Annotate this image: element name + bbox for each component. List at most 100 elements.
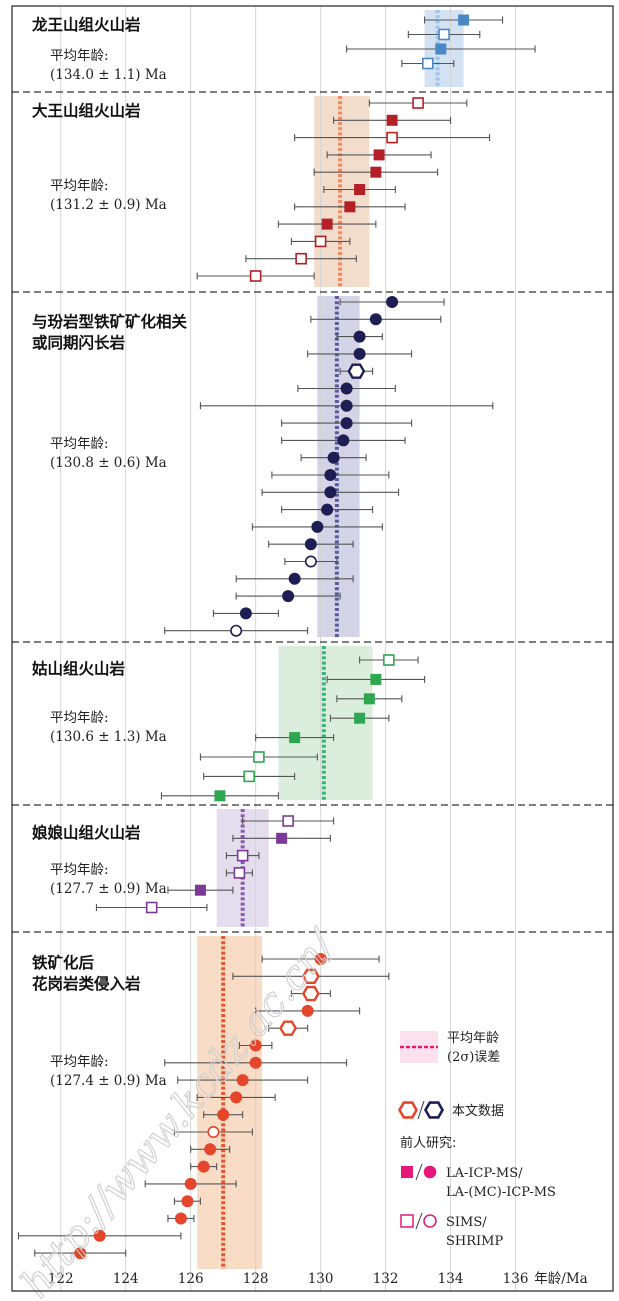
- legend-la-mc-icp: LA-(MC)-ICP-MS: [446, 1185, 556, 1200]
- legend-error-text: (2σ)误差: [447, 1050, 500, 1065]
- data-point: [279, 1020, 297, 1036]
- mean-age-label: (130.8 ± 0.6) Ma: [50, 455, 167, 471]
- data-point: [327, 451, 340, 464]
- mean-age-label: (130.6 ± 1.3) Ma: [50, 729, 167, 745]
- legend-hexagon-icon: [397, 1101, 418, 1119]
- data-point: [347, 363, 366, 379]
- data-point: [304, 538, 317, 551]
- panel-title: 姑山组火山岩: [32, 659, 125, 678]
- mean-age-label: 平均年龄:: [50, 1054, 109, 1070]
- data-point: [194, 884, 206, 896]
- data-point: [236, 849, 249, 862]
- mean-age-label: 平均年龄:: [50, 436, 109, 452]
- legend-slash: [415, 1212, 423, 1230]
- data-point: [314, 235, 327, 248]
- data-point: [207, 1126, 220, 1139]
- data-point: [340, 382, 353, 395]
- data-point: [438, 28, 450, 41]
- data-point: [301, 1004, 314, 1017]
- data-point: [243, 770, 255, 783]
- data-point: [311, 520, 324, 533]
- mean-age-label: 平均年龄:: [50, 710, 109, 726]
- x-tick-label: 130: [308, 1271, 334, 1287]
- mean-age-label: 平均年龄:: [50, 48, 109, 64]
- data-point: [289, 732, 301, 744]
- data-point: [295, 252, 307, 265]
- legend-hexagon-icon: [423, 1101, 444, 1119]
- data-points: [17, 14, 536, 1260]
- panel-title: 与玢岩型铁矿矿化相关: [32, 312, 188, 331]
- x-tick-label: 122: [48, 1271, 74, 1287]
- x-tick-label: 136: [503, 1271, 529, 1287]
- data-point: [239, 607, 252, 620]
- mean-band: [197, 936, 263, 1269]
- data-point: [340, 399, 353, 412]
- data-point: [422, 57, 434, 70]
- data-point: [93, 1229, 106, 1242]
- data-point: [386, 114, 398, 126]
- legend-mean-text: 平均年龄: [447, 1031, 499, 1046]
- x-axis-label: 年龄/Ma: [534, 1271, 587, 1287]
- data-point: [197, 1160, 210, 1173]
- legend-square-open-icon: [400, 1214, 414, 1228]
- mean-age-label: (134.0 ± 1.1) Ma: [50, 67, 167, 83]
- panel-title: 或同期闪长岩: [32, 333, 125, 352]
- data-point: [249, 1039, 262, 1052]
- legend-shrimp: SHRIMP: [446, 1234, 503, 1249]
- legend-square-icon: [401, 1166, 413, 1178]
- data-point: [386, 131, 398, 144]
- legend-slash: [417, 1100, 425, 1120]
- data-point: [230, 624, 243, 637]
- panel-title: 娘娘山组火山岩: [32, 823, 141, 842]
- data-point: [354, 184, 366, 195]
- panel-title: 花岗岩类侵入岩: [32, 974, 141, 993]
- data-point: [276, 832, 288, 844]
- x-tick-label: 124: [113, 1271, 139, 1287]
- data-point: [302, 968, 320, 984]
- panel-title: 铁矿化后: [32, 953, 95, 972]
- legend-this-study: 本文数据: [452, 1104, 504, 1119]
- data-point: [353, 347, 366, 360]
- data-point: [74, 1247, 87, 1260]
- data-point: [181, 1195, 194, 1208]
- data-point: [288, 572, 301, 585]
- data-point: [174, 1212, 187, 1225]
- data-point: [458, 14, 470, 26]
- data-point: [217, 1108, 230, 1121]
- panel-title: 大王山组火山岩: [32, 101, 141, 120]
- data-point: [344, 201, 356, 213]
- legend-la-icp: LA-ICP-MS/: [446, 1166, 523, 1181]
- data-point: [249, 270, 262, 282]
- legend-circle-open-icon: [423, 1214, 437, 1228]
- data-point: [324, 469, 337, 481]
- data-point: [302, 985, 320, 1002]
- data-point: [324, 486, 337, 499]
- data-point: [236, 1074, 249, 1087]
- mean-age-label: (127.4 ± 0.9) Ma: [50, 1073, 167, 1089]
- data-point: [204, 1143, 217, 1156]
- x-tick-label: 134: [438, 1271, 464, 1287]
- data-point: [363, 693, 375, 705]
- data-point: [383, 654, 395, 666]
- data-point: [386, 296, 399, 308]
- x-tick-label: 128: [243, 1271, 269, 1287]
- data-point: [370, 166, 382, 178]
- data-point: [282, 815, 294, 827]
- legend-sims: SIMS/: [446, 1215, 487, 1230]
- data-point: [353, 330, 366, 343]
- panel-title: 龙王山组火山岩: [31, 15, 141, 34]
- legend-previous: 前人研究:: [400, 1135, 456, 1151]
- data-point: [337, 434, 350, 447]
- data-point: [233, 867, 246, 879]
- data-point: [304, 555, 317, 568]
- data-point: [370, 673, 382, 685]
- data-point: [184, 1177, 197, 1190]
- mean-age-label: 平均年龄:: [50, 862, 109, 878]
- panel-separators: [12, 91, 613, 933]
- data-point: [340, 417, 353, 430]
- data-point: [321, 503, 334, 516]
- data-point: [282, 590, 295, 603]
- data-point: [314, 953, 327, 965]
